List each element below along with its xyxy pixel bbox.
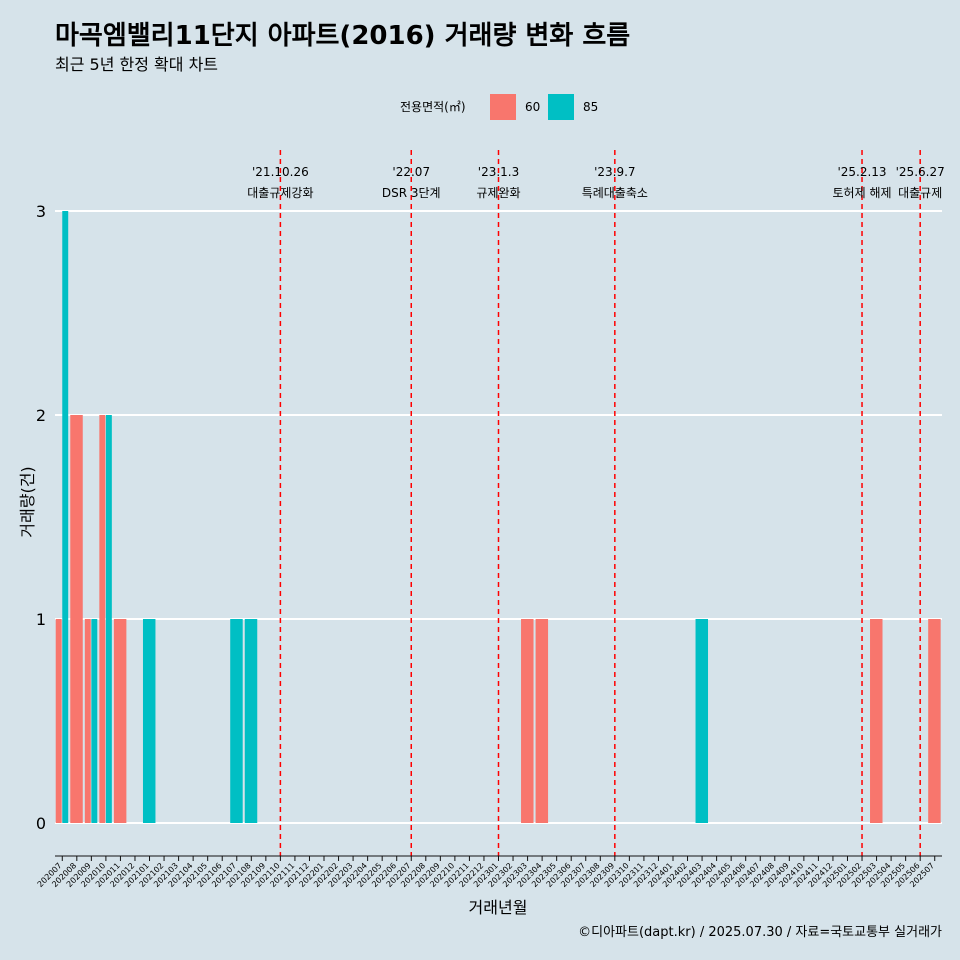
x-axis: 2020072020082020092020102020112020122021… xyxy=(36,855,942,889)
chart-title: 마곡엠밸리11단지 아파트(2016) 거래량 변화 흐름 xyxy=(55,21,630,51)
legend-swatch-60 xyxy=(490,94,516,120)
bar-60-202008 xyxy=(70,415,83,823)
bar-60-202011 xyxy=(113,619,127,823)
annotation-label: 대출규제강화 xyxy=(247,186,313,200)
legend: 전용면적(㎡) 60 85 xyxy=(400,94,598,120)
bar-60-202007 xyxy=(55,619,62,823)
y-axis: 0 1 2 3 xyxy=(36,202,46,833)
bars xyxy=(55,211,941,823)
bar-60-202010 xyxy=(99,415,106,823)
annotation-date: '23.9.7 xyxy=(594,165,635,179)
y-tick-label: 2 xyxy=(36,406,46,425)
legend-title: 전용면적(㎡) xyxy=(400,100,466,114)
x-axis-title: 거래년월 xyxy=(469,898,528,917)
annotation-label: DSR 3단계 xyxy=(382,186,441,200)
bar-60-202503 xyxy=(870,619,883,823)
bar-85-202010 xyxy=(105,415,112,823)
bar-60-202009 xyxy=(84,619,91,823)
bar-60-202304 xyxy=(535,619,549,823)
bar-60-202303 xyxy=(521,619,534,823)
annotation-label: 규제완화 xyxy=(476,186,520,200)
annotation-date: '23.1.3 xyxy=(478,165,519,179)
bar-85-202107 xyxy=(230,619,243,823)
bar-85-202108 xyxy=(244,619,258,823)
chart-subtitle: 최근 5년 한정 확대 차트 xyxy=(55,55,218,74)
bar-85-202007 xyxy=(62,211,69,823)
annotations: '21.10.26 대출규제강화 '22.07 DSR 3단계 '23.1.3 규제완화 '… xyxy=(247,150,945,856)
y-axis-title: 거래량(건) xyxy=(18,466,37,537)
legend-label-60: 60 xyxy=(525,100,540,114)
bar-85-202403 xyxy=(695,619,709,823)
legend-swatch-85 xyxy=(548,94,574,120)
bar-60-202507 xyxy=(928,619,941,823)
y-tick-label: 1 xyxy=(36,610,46,629)
y-tick-label: 0 xyxy=(36,814,46,833)
bar-85-202009 xyxy=(91,619,98,823)
annotation-date: '25.2.13 xyxy=(837,165,886,179)
legend-label-85: 85 xyxy=(583,100,598,114)
annotation-label: 토허제 해제 xyxy=(833,186,892,200)
annotation-date: '25.6.27 xyxy=(896,165,945,179)
annotation-date: '22.07 xyxy=(392,165,430,179)
grid xyxy=(55,210,942,824)
caption: ©디아파트(dapt.kr) / 2025.07.30 / 자료=국토교통부 실… xyxy=(578,925,942,940)
bar-85-202101 xyxy=(142,619,156,823)
y-tick-label: 3 xyxy=(36,202,46,221)
annotation-label: 대출규제 xyxy=(898,186,942,200)
annotation-label: 특례대출축소 xyxy=(582,186,648,200)
annotation-date: '21.10.26 xyxy=(252,165,309,179)
